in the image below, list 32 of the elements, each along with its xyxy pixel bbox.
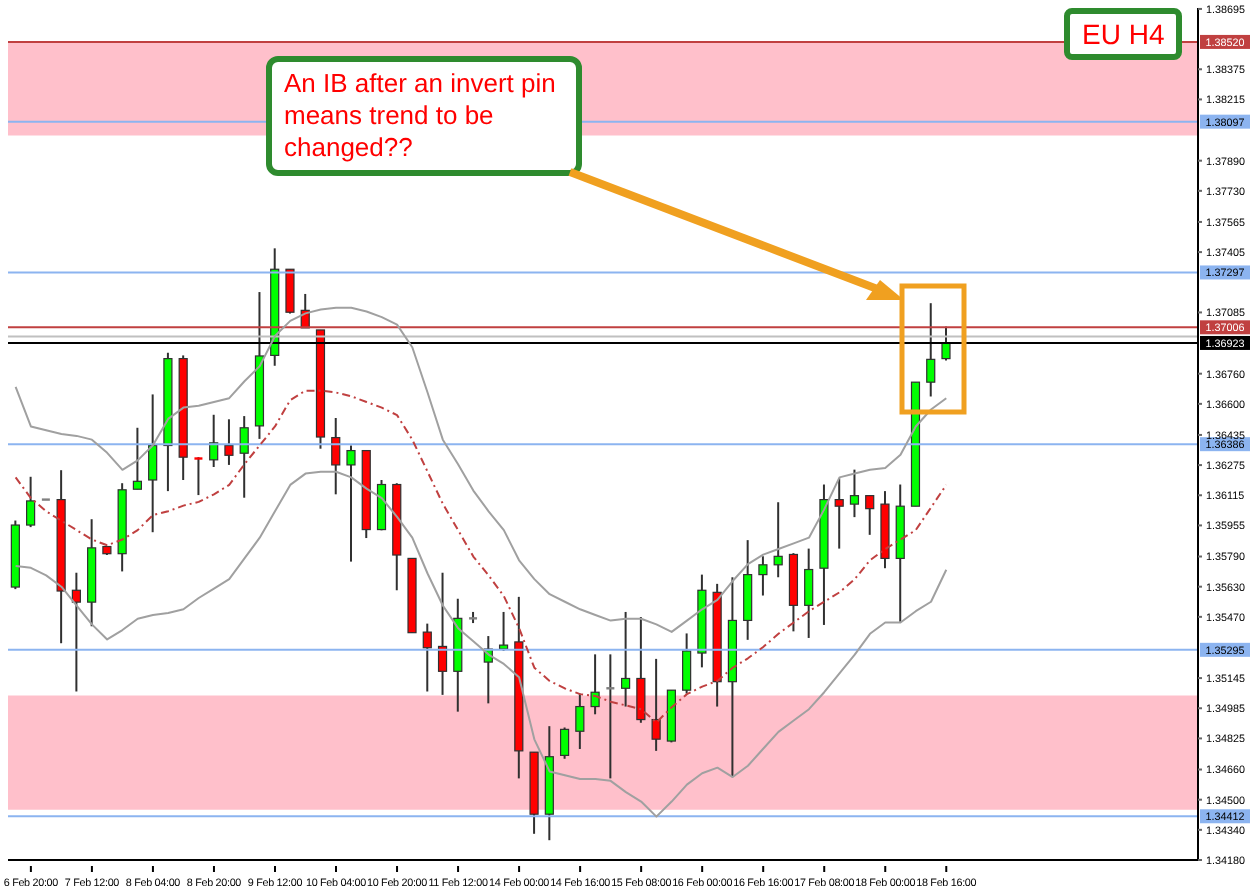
candlestick xyxy=(865,494,875,536)
candlestick xyxy=(590,653,600,716)
candlestick xyxy=(636,616,646,724)
candlestick xyxy=(331,416,341,496)
annotation: An IB after an invert pin means trend to be changed?? xyxy=(266,56,582,176)
candlestick xyxy=(437,571,448,696)
candlestick xyxy=(758,555,768,597)
candlestick xyxy=(498,610,509,652)
candlestick xyxy=(834,477,844,550)
candlestick xyxy=(575,692,585,750)
candlestick xyxy=(422,622,432,693)
candlestick xyxy=(224,418,234,466)
candlestick xyxy=(239,415,249,499)
candlestick xyxy=(346,444,356,563)
candlestick xyxy=(285,268,295,315)
line-series xyxy=(14,306,948,633)
candlestick xyxy=(941,325,951,362)
candlestick xyxy=(773,501,783,579)
candlestick xyxy=(804,547,814,639)
candlestick xyxy=(651,657,661,752)
candlestick xyxy=(193,456,204,497)
chart-title: EU H4 xyxy=(1064,8,1183,60)
candlestick xyxy=(743,539,753,641)
candlestick xyxy=(132,426,143,491)
candlestick xyxy=(621,610,631,708)
candlestick xyxy=(682,632,692,695)
candlestick xyxy=(148,393,158,534)
candlestick xyxy=(559,726,570,760)
candlestick xyxy=(849,468,860,519)
candlestick xyxy=(26,475,36,529)
candlestick xyxy=(71,571,81,693)
candlestick xyxy=(926,302,936,398)
